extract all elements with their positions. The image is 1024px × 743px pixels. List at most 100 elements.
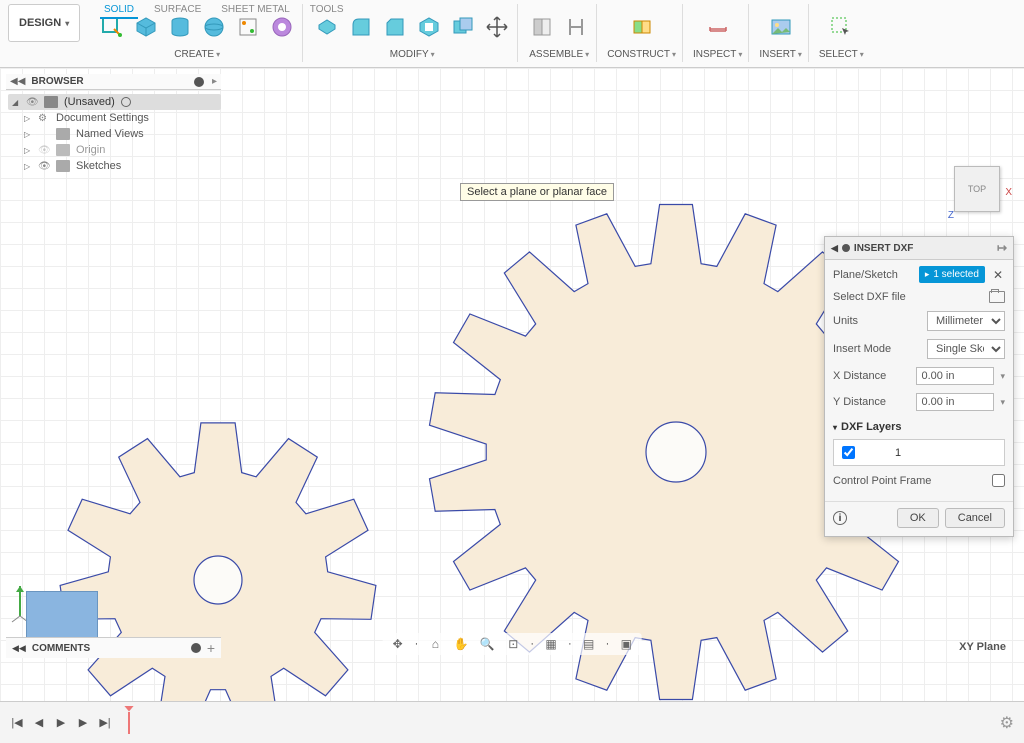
insert-mode-label: Insert Mode [833, 343, 921, 355]
grid-icon[interactable]: ▤ [580, 635, 598, 653]
insert-mode-select[interactable]: Single Sketch [927, 339, 1005, 359]
radio-icon[interactable] [121, 97, 131, 107]
insert-label[interactable]: INSERT [759, 49, 802, 62]
chamfer-icon[interactable] [381, 13, 409, 41]
layer-name: 1 [895, 447, 901, 459]
collapse-icon[interactable]: ◀◀ [10, 76, 25, 87]
cancel-button[interactable]: Cancel [945, 508, 1005, 528]
browser-menu-icon[interactable] [194, 77, 204, 87]
select-icon[interactable] [827, 13, 855, 41]
combine-icon[interactable] [449, 13, 477, 41]
tab-sheet-metal[interactable]: SHEET METAL [217, 2, 294, 19]
browser-tree: ◢ 👁 (Unsaved) ▷ ⚙ Document Settings ▷ Na… [6, 90, 221, 178]
timeline-end-icon[interactable]: ▶| [98, 716, 112, 730]
layers-header[interactable]: DXF Layers [833, 419, 1005, 435]
insert-icon[interactable] [767, 13, 795, 41]
root-label: (Unsaved) [64, 96, 115, 108]
x-distance-label: X Distance [833, 370, 910, 382]
y-distance-label: Y Distance [833, 396, 910, 408]
move-icon[interactable] [483, 13, 511, 41]
y-distance-input[interactable] [916, 393, 994, 411]
assemble-icon2[interactable] [562, 13, 590, 41]
group-insert: INSERT [753, 4, 809, 62]
viewcube[interactable]: TOP [954, 166, 1000, 212]
tree-label: Origin [76, 144, 105, 156]
ok-button[interactable]: OK [897, 508, 939, 528]
inspect-label[interactable]: INSPECT [693, 49, 742, 62]
modify-label[interactable]: MODIFY [390, 49, 435, 62]
display-icon[interactable]: ▦ [542, 635, 560, 653]
comments-bar[interactable]: ◀◀ COMMENTS + [6, 637, 221, 658]
tab-tools[interactable]: TOOLS [306, 2, 348, 19]
timeline-marker[interactable] [128, 712, 130, 734]
units-select[interactable]: Millimeter [927, 311, 1005, 331]
expand-icon[interactable]: ▷ [24, 146, 32, 155]
fit-icon[interactable]: ⊡ [504, 635, 522, 653]
selected-chip[interactable]: 1 selected [919, 266, 985, 283]
construct-label[interactable]: CONSTRUCT [607, 49, 676, 62]
viewport-icon[interactable]: ▣ [617, 635, 635, 653]
orbit-icon[interactable]: ✥ [389, 635, 407, 653]
gear-icon: ⚙ [38, 113, 50, 124]
pan-icon[interactable]: ✋ [452, 635, 470, 653]
settings-icon[interactable]: ⚙ [1000, 713, 1014, 733]
top-toolbar: SOLID SURFACE SHEET METAL TOOLS DESIGN C… [0, 0, 1024, 68]
x-distance-input[interactable] [916, 367, 994, 385]
tree-item-settings[interactable]: ▷ ⚙ Document Settings [20, 110, 221, 126]
pin-icon[interactable] [997, 241, 1007, 255]
expand-icon[interactable]: ▷ [24, 130, 32, 139]
expand-icon[interactable]: ▷ [24, 162, 32, 171]
info-icon[interactable]: i [833, 511, 847, 525]
tree-item-origin[interactable]: ▷ 👁 Origin [20, 142, 221, 158]
tab-solid[interactable]: SOLID [100, 2, 138, 19]
timeline-next-icon[interactable]: ▶ [76, 716, 90, 730]
construct-icon[interactable] [628, 13, 656, 41]
clear-selection-icon[interactable]: ✕ [991, 268, 1005, 282]
tree-item-sketches[interactable]: ▷ 👁 Sketches [20, 158, 221, 174]
group-assemble: ASSEMBLE [522, 4, 597, 62]
visibility-icon[interactable]: 👁 [26, 97, 38, 108]
timeline-start-icon[interactable]: |◀ [10, 716, 24, 730]
timeline-play-icon[interactable]: ▶ [54, 716, 68, 730]
control-point-checkbox[interactable] [992, 474, 1005, 487]
timeline-prev-icon[interactable]: ◀ [32, 716, 46, 730]
plane-thumbnail[interactable] [26, 591, 98, 639]
expand-icon[interactable]: ▷ [24, 114, 32, 123]
expand-icon[interactable]: ◢ [12, 98, 20, 107]
dialog-menu-icon[interactable] [842, 244, 850, 252]
browser-close-icon[interactable]: ▸ [212, 76, 217, 87]
insert-dxf-dialog: ◀ INSERT DXF Plane/Sketch 1 selected ✕ S… [824, 236, 1014, 537]
control-point-label: Control Point Frame [833, 475, 986, 487]
row-units: Units Millimeter [833, 311, 1005, 331]
row-insert-mode: Insert Mode Single Sketch [833, 339, 1005, 359]
create-label[interactable]: CREATE [174, 49, 220, 62]
assemble-label[interactable]: ASSEMBLE [529, 49, 589, 62]
main-area: ◀◀ BROWSER ▸ ◢ 👁 (Unsaved) ▷ ⚙ Document … [0, 68, 1024, 701]
plane-sketch-label: Plane/Sketch [833, 269, 913, 281]
browser-header[interactable]: ◀◀ BROWSER ▸ [6, 74, 221, 90]
folder-icon[interactable] [989, 291, 1005, 303]
fillet-icon[interactable] [347, 13, 375, 41]
stepper-icon[interactable]: ▾ [1000, 371, 1005, 382]
shell-icon[interactable] [415, 13, 443, 41]
group-select: SELECT [813, 4, 870, 62]
tree-root[interactable]: ◢ 👁 (Unsaved) [8, 94, 221, 110]
assemble-icon1[interactable] [528, 13, 556, 41]
comments-menu-icon[interactable] [191, 643, 201, 653]
stepper-icon[interactable]: ▾ [1000, 397, 1005, 408]
axis-z-label: Z [948, 210, 954, 221]
expand-icon[interactable]: ◀◀ [12, 643, 26, 654]
home-icon[interactable]: ⌂ [426, 635, 444, 653]
zoom-icon[interactable]: 🔍 [478, 635, 496, 653]
layer-checkbox[interactable] [842, 446, 855, 459]
visibility-off-icon[interactable]: 👁 [38, 145, 50, 156]
select-label[interactable]: SELECT [819, 49, 864, 62]
collapse-icon[interactable]: ◀ [831, 243, 838, 254]
add-comment-icon[interactable]: + [207, 640, 215, 656]
tab-surface[interactable]: SURFACE [150, 2, 205, 19]
design-dropdown[interactable]: DESIGN [8, 4, 80, 42]
visibility-icon[interactable]: 👁 [38, 161, 50, 172]
dialog-header[interactable]: ◀ INSERT DXF [825, 237, 1013, 260]
inspect-icon[interactable] [704, 13, 732, 41]
tree-item-named-views[interactable]: ▷ Named Views [20, 126, 221, 142]
